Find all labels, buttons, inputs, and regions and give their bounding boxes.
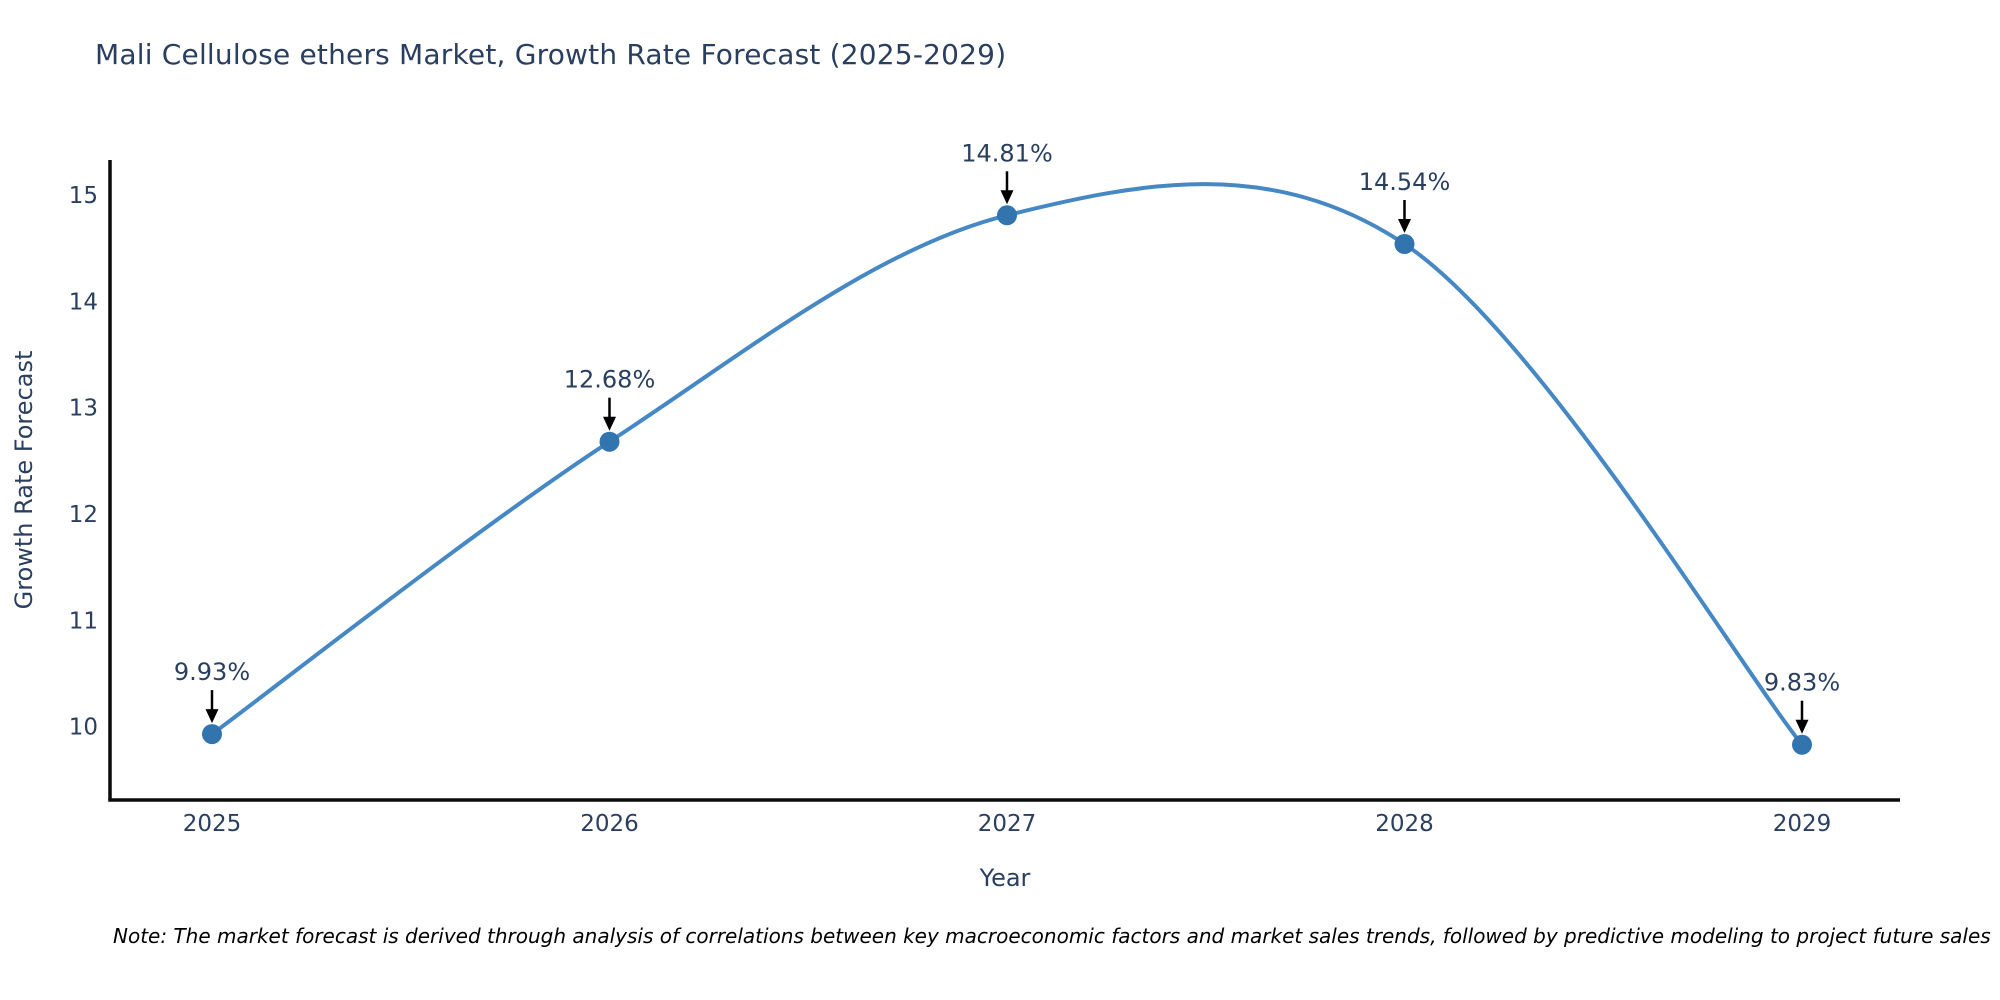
data-point-marker (1792, 734, 1812, 755)
chart-footnote: Note: The market forecast is derived thr… (113, 924, 1991, 948)
y-tick-label: 10 (69, 715, 98, 741)
markers (202, 205, 1812, 755)
data-point-marker (997, 205, 1017, 226)
annotations: 9.93% 12.68% 14.81% 14.54% 9.83% (174, 139, 1840, 734)
y-tick-label: 12 (69, 502, 98, 528)
annotation-arrowhead-icon (205, 709, 219, 724)
x-tick-label: 2027 (978, 811, 1037, 837)
y-tick-label: 11 (69, 608, 98, 634)
point-value-label: 14.54% (1359, 168, 1451, 196)
y-tick-label: 15 (69, 183, 98, 209)
data-point-marker (202, 724, 222, 745)
point-value-label: 9.93% (174, 658, 250, 686)
y-tick-label: 13 (69, 396, 98, 422)
annotation-arrowhead-icon (603, 416, 616, 431)
x-tick-label: 2029 (1773, 811, 1832, 837)
x-tick-label: 2028 (1375, 811, 1434, 837)
annotation-arrowhead-icon (1000, 190, 1014, 205)
y-tick-labels: 10 11 12 13 14 15 (69, 183, 98, 741)
point-value-label: 14.81% (961, 139, 1053, 167)
annotation-arrowhead-icon (1795, 719, 1809, 734)
y-tick-label: 14 (69, 289, 98, 315)
annotation-arrowhead-icon (1398, 219, 1411, 233)
chart-title: Mali Cellulose ethers Market, Growth Rat… (95, 38, 1007, 71)
data-point-marker (1394, 234, 1415, 254)
x-tick-label: 2025 (183, 811, 242, 837)
point-value-label: 9.83% (1764, 669, 1840, 697)
x-tick-labels: 2025 2026 2027 2028 2029 (183, 811, 1832, 837)
y-axis-title: Growth Rate Forecast (10, 351, 38, 610)
point-value-label: 12.68% (564, 366, 656, 394)
x-axis-title: Year (979, 864, 1031, 892)
data-point-marker (599, 431, 620, 452)
x-tick-label: 2026 (580, 811, 639, 837)
series-line (210, 182, 1804, 747)
